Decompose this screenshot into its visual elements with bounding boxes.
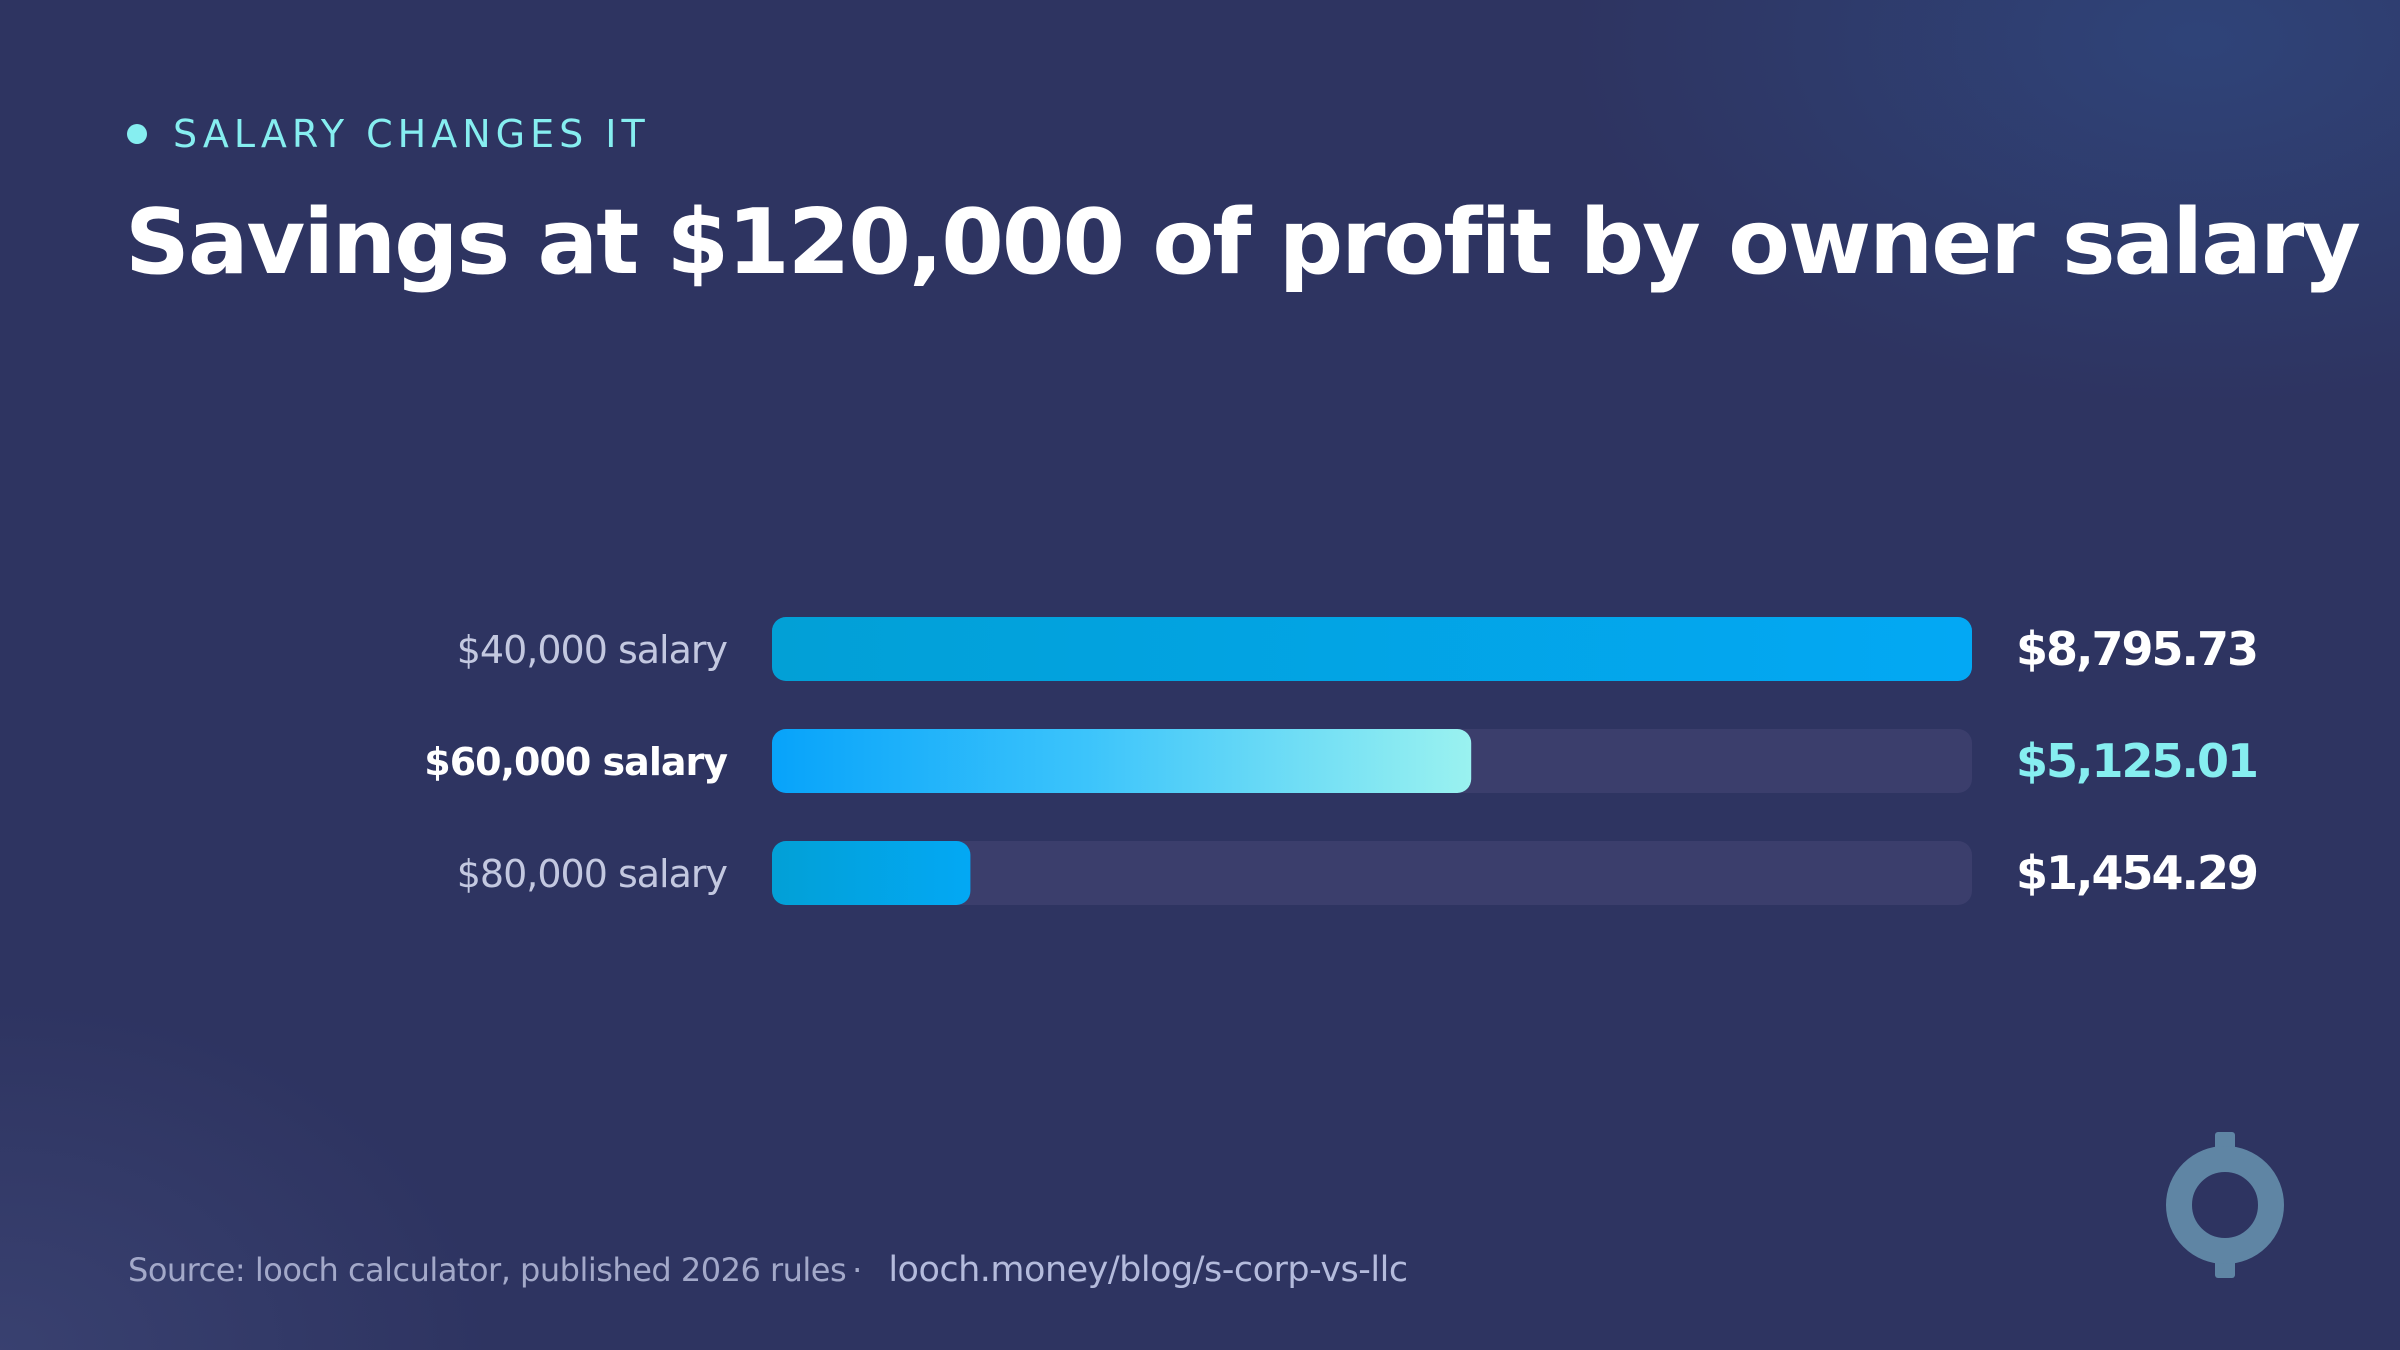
value-label: $8,795.73 <box>2016 622 2257 676</box>
category-label: $60,000 salary <box>424 740 728 784</box>
category-label: $40,000 salary <box>457 628 728 672</box>
bar <box>772 617 1972 681</box>
chart-title: Savings at $120,000 of profit by owner s… <box>125 190 2361 295</box>
value-label: $5,125.01 <box>2016 734 2257 788</box>
value-label: $1,454.29 <box>2016 846 2257 900</box>
footer: Source: looch calculator, published 2026… <box>128 1248 1408 1292</box>
bar <box>772 729 1472 793</box>
category-label: $80,000 salary <box>457 852 728 896</box>
eyebrow: SALARY CHANGES IT <box>127 110 650 158</box>
eyebrow-text: SALARY CHANGES IT <box>173 112 650 156</box>
bar-track <box>772 841 1972 905</box>
source-text: Source: looch calculator, published 2026… <box>128 1251 847 1289</box>
source-link[interactable]: looch.money/blog/s-corp-vs-llc <box>888 1250 1408 1290</box>
dot-icon <box>127 124 147 144</box>
bar <box>772 841 971 905</box>
footer-separator: · <box>852 1251 863 1289</box>
looch-coin-icon <box>2166 1132 2284 1278</box>
